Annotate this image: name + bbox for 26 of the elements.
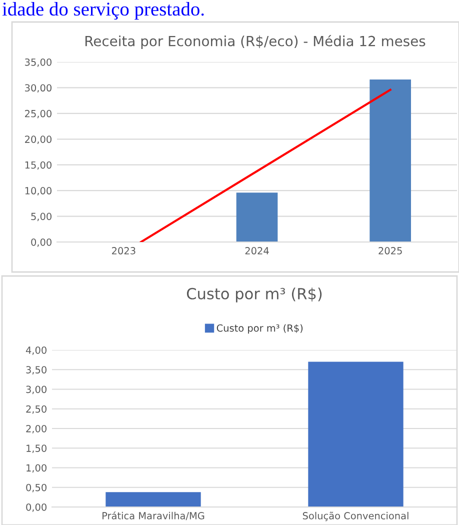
y-tick-label: 35,00 <box>25 58 52 67</box>
y-tick-label: 3,50 <box>26 366 46 374</box>
x-tick-label: Solução Convencional <box>302 512 408 522</box>
y-tick-label: 15,00 <box>25 161 52 170</box>
y-tick-label: 3,00 <box>26 386 46 394</box>
y-tick-label: 2,00 <box>26 424 46 434</box>
y-tick-label: 2,50 <box>26 405 46 414</box>
y-tick-label: 25,00 <box>25 110 52 118</box>
y-tick-label: 10,00 <box>25 187 52 196</box>
chart-title: Custo por m³ (R$) <box>186 288 322 302</box>
text: idade do serviço prestado. <box>2 2 204 20</box>
y-tick-label: 5,00 <box>31 212 52 222</box>
y-tick-label: 30,00 <box>25 84 52 93</box>
y-tick-label: 4,00 <box>26 346 46 355</box>
x-tick-label: 2023 <box>112 247 136 254</box>
y-tick-label: 1,00 <box>26 464 46 473</box>
y-tick-label: 1,50 <box>26 444 46 453</box>
chart-title: Receita por Economia (R$/eco) - Média 12 meses <box>85 35 426 49</box>
x-tick-label: 2024 <box>245 247 269 254</box>
x-tick-label: 2025 <box>378 247 402 254</box>
y-tick-label: 0,00 <box>31 238 52 247</box>
y-tick-label: 0,00 <box>26 503 46 512</box>
x-tick-label: Prática Maravilha/MG <box>102 511 204 520</box>
y-tick-label: 20,00 <box>25 136 52 144</box>
y-tick-label: 0,50 <box>26 484 46 492</box>
legend-label: Custo por m³ (R$) <box>216 324 303 334</box>
